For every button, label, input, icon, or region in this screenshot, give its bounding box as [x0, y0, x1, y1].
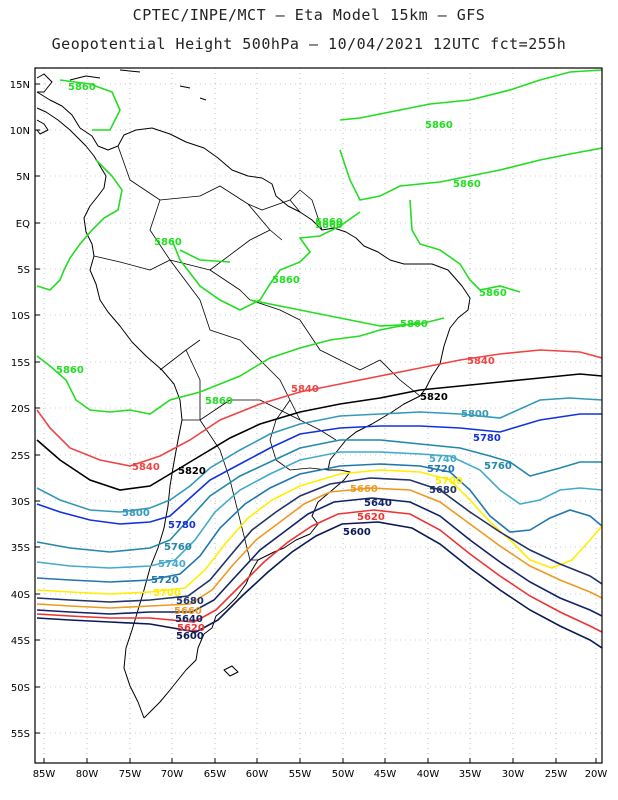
contour-label: 5740 — [429, 454, 457, 465]
contour-label: 5860 — [479, 288, 507, 299]
contour-5660 — [36, 487, 602, 609]
contour-label: 5860 — [68, 82, 96, 93]
contour-5620 — [36, 509, 602, 633]
contour-label: 5720 — [151, 575, 179, 586]
contour-label: 5860 — [400, 319, 428, 330]
lat-label: 50S — [11, 683, 30, 694]
lat-label: 5S — [17, 265, 30, 276]
central-america-coastline — [36, 73, 53, 135]
contour-label: 5720 — [427, 464, 455, 475]
falkland-islands — [223, 665, 239, 677]
lon-label: 60W — [246, 769, 269, 780]
lat-label: 5N — [16, 172, 30, 183]
grid-lines — [35, 68, 602, 763]
contour-5720 — [36, 463, 602, 583]
contour-5640 — [36, 497, 602, 617]
lon-label: 20W — [585, 769, 608, 780]
lat-label: 10S — [11, 311, 30, 322]
contour-5840 — [36, 349, 602, 467]
longitude-labels: 85W 80W 75W 70W 65W 60W 55W 50W 45W 40W … — [33, 769, 608, 780]
lat-label: 20S — [11, 404, 30, 415]
lat-label: 55S — [11, 729, 30, 740]
contour-label: 5760 — [164, 542, 192, 553]
lon-label: 80W — [76, 769, 99, 780]
contour-5800 — [36, 397, 602, 513]
lon-label: 50W — [332, 769, 355, 780]
contour-label: 5840 — [291, 384, 319, 395]
lat-label: 15S — [11, 358, 30, 369]
lon-label: 65W — [204, 769, 227, 780]
contour-label: 5640 — [364, 498, 392, 509]
contour-label: 5660 — [350, 484, 378, 495]
contour-layer — [36, 69, 602, 649]
contour-5860-atlantic — [171, 69, 602, 327]
contour-5780 — [36, 413, 602, 525]
lon-label: 85W — [33, 769, 56, 780]
contour-label: 5740 — [158, 559, 186, 570]
contour-label: 5640 — [175, 614, 203, 625]
contour-label: 5860 — [453, 179, 481, 190]
lon-label: 40W — [417, 769, 440, 780]
lat-label: 15N — [10, 80, 30, 91]
lon-label: 55W — [289, 769, 312, 780]
contour-label: 5700 — [435, 476, 463, 487]
pacific-coastline — [36, 107, 183, 719]
contour-5740 — [36, 451, 602, 569]
contour-label: 5620 — [357, 512, 385, 523]
lon-label: 45W — [374, 769, 397, 780]
contour-label: 5820 — [420, 392, 448, 403]
lon-label: 70W — [161, 769, 184, 780]
contour-label: 5800 — [461, 409, 489, 420]
contour-label: 5680 — [429, 485, 457, 496]
contour-labels: 5860 5860 5860 5860 5860 5860 5860 5860 … — [56, 82, 512, 642]
contour-label: 5600 — [343, 527, 371, 538]
contour-label: 5860 — [272, 275, 300, 286]
coastline-layer — [36, 69, 471, 719]
lon-label: 75W — [119, 769, 142, 780]
contour-label: 5820 — [178, 466, 206, 477]
latitude-labels: 15N 10N 5N EQ 5S 10S 15S 20S 25S 30S 35S… — [10, 80, 30, 740]
contour-label: 5620 — [177, 623, 205, 634]
contour-5700 — [36, 469, 602, 595]
south-america-coastline — [36, 91, 471, 719]
contour-label: 5800 — [122, 508, 150, 519]
contour-label: 5760 — [484, 461, 512, 472]
lat-label: 40S — [11, 590, 30, 601]
lon-label: 35W — [459, 769, 482, 780]
contour-label: 5660 — [174, 606, 202, 617]
lat-label: 35S — [11, 543, 30, 554]
contour-label: 5860 — [315, 217, 343, 228]
contour-5820 — [36, 373, 602, 491]
lat-label: 45S — [11, 636, 30, 647]
contour-label: 5780 — [168, 520, 196, 531]
caribbean-islands — [69, 69, 207, 101]
contour-5760 — [36, 439, 602, 553]
contour-label: 5780 — [473, 433, 501, 444]
map-frame — [34, 67, 603, 764]
lat-label: 10N — [10, 126, 30, 137]
map-title-line1: CPTEC/INPE/MCT – Eta Model 15km – GFS — [132, 6, 486, 24]
contour-5860-south — [36, 321, 421, 415]
contour-label: 5860 — [425, 120, 453, 131]
contour-label: 5700 — [153, 588, 181, 599]
lat-label: 30S — [11, 497, 30, 508]
contour-label: 5840 — [132, 462, 160, 473]
lon-label: 30W — [502, 769, 525, 780]
contour-5600 — [36, 521, 602, 649]
contour-5680 — [36, 477, 602, 603]
contour-label: 5860 — [315, 220, 343, 231]
contour-label: 5860 — [56, 365, 84, 376]
map-title-line2: Geopotential Height 500hPa – 10/04/2021 … — [51, 35, 567, 53]
contour-label: 5860 — [154, 237, 182, 248]
contour-5860-north — [36, 79, 123, 291]
axis-ticks — [35, 83, 597, 763]
contour-label: 5600 — [176, 631, 204, 642]
lat-label: 25S — [11, 451, 30, 462]
contour-label: 5680 — [176, 596, 204, 607]
lat-label: EQ — [16, 219, 30, 230]
lon-label: 25W — [545, 769, 568, 780]
contour-label: 5840 — [467, 356, 495, 367]
contour-label: 5860 — [205, 396, 233, 407]
